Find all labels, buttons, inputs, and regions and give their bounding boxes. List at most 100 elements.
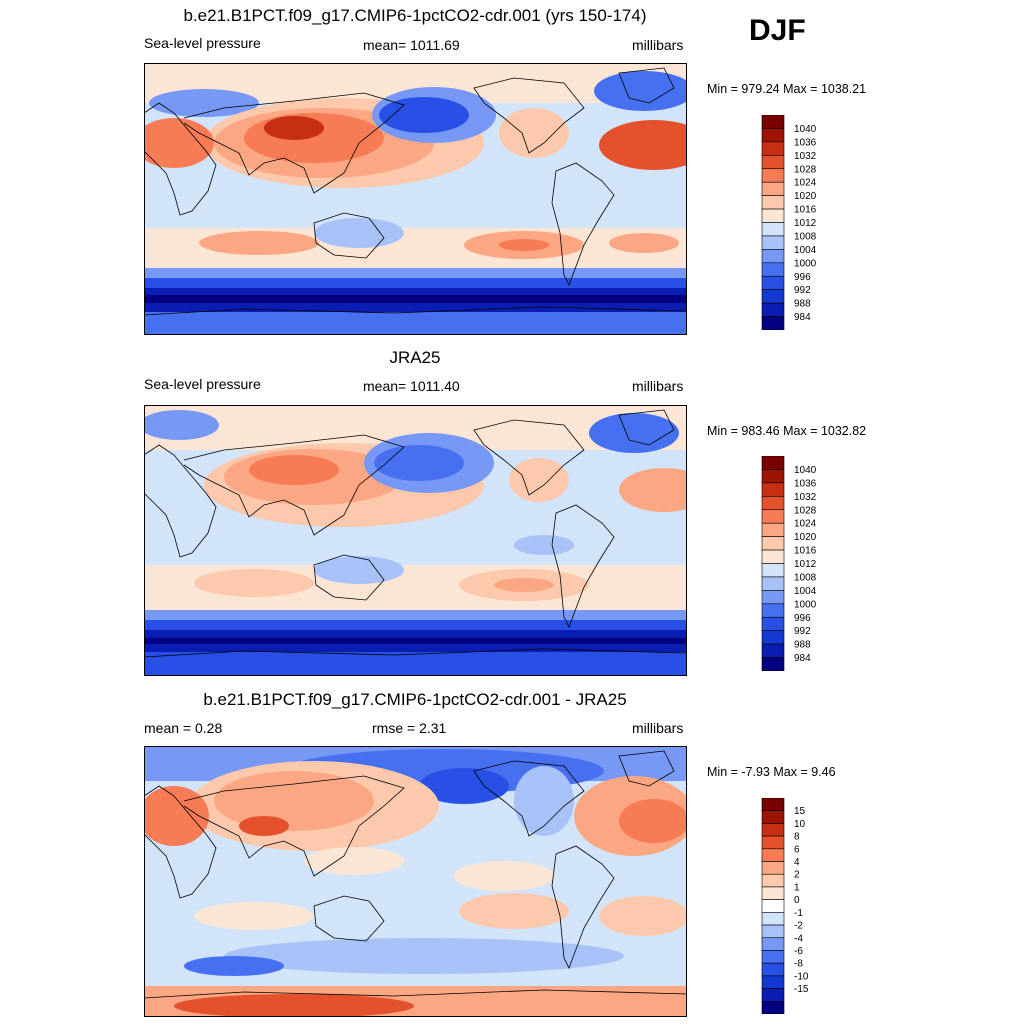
panel2-colorbar-box [761,657,785,671]
panel3-colorbar-box [761,873,785,888]
panel3-coast-namerica [473,760,585,837]
panel1-band-984 [144,295,687,303]
panel2-minmax: Min = 983.46 Max = 1032.82 [707,424,867,438]
panel2-field [144,405,687,676]
panel3-atlantic-positive-core [619,799,687,843]
panel2-coast-namerica [473,419,585,496]
panel2-indian-high [194,569,314,597]
panel3-coast-greenland [618,750,675,787]
panel1-map [144,63,687,335]
panel2-colorbar-label: 1012 [794,559,817,570]
panel3-colorbar-box [761,912,785,926]
panel1-atlantic-low-west [149,89,259,117]
panel2-colorbar-label: 992 [794,626,811,637]
panel2-coast-eurasia [183,434,405,536]
panel1-coast-samerica [551,162,615,286]
panel1-colorbar-box [761,249,785,264]
panel2-colorbar-label: 1020 [794,532,817,543]
panel1-indian-high [199,231,319,255]
panel1-colorbar: 1040 1036 1032 1028 1024 1020 1016 1012 1008 1004… [761,115,817,330]
panel1-title: b.e21.B1PCT.f09_g17.CMIP6-1pctCO2-cdr.00… [183,6,647,25]
panel2-colorbar-box [761,522,785,537]
panel2-coast-greenland [618,409,675,446]
panel3-colorbar-label: 2 [794,870,800,881]
panel3-colorbar-label: 10 [794,819,806,830]
panel1-colorbar-label: 1032 [794,151,817,162]
panel3-colorbar-label: 8 [794,832,800,843]
panel3-title: b.e21.B1PCT.f09_g17.CMIP6-1pctCO2-cdr.00… [203,690,627,709]
panel1-coast-eurasia [183,92,405,194]
panel1-colorbar-box [761,222,785,237]
panel2-colorbar-label: 996 [794,613,811,624]
panel1-colorbar-label: 1016 [794,205,817,216]
panel2-band-1000 [144,610,687,622]
panel1-colorbar-box [761,168,785,183]
panel1-colorbar-label: 1008 [794,231,817,242]
panel2-namerica-high [509,458,569,502]
panel3-coast-australia [313,895,385,942]
panel2-aleutian-low [374,445,464,481]
panel1-colorbar-box [761,208,785,223]
panel2-colorbar-box [761,603,785,618]
panel3-colorbar-box [761,975,785,989]
panel2-colorbar-label: 1024 [794,519,817,530]
panel2-colorbar-box [761,509,785,524]
panel1-coastlines [144,67,687,316]
panel1-colorbar-label: 1000 [794,258,817,269]
panel3-colorbar-box [761,848,785,862]
panel2-band-984 [144,638,687,644]
panel2-frame [144,405,687,676]
panel2-colorbar-box [761,616,785,631]
panel3-minmax: Min = -7.93 Max = 9.46 [707,765,836,779]
panel3-colorbar-box [761,950,785,964]
panel2-coastlines [144,409,687,658]
panel3-colorbar-box [761,835,785,850]
panel3-coast-africa [144,785,217,899]
panel2-colorbar-box [761,536,785,551]
panel3-colorbar-label: 0 [794,895,800,906]
panel1-colorbar-box [761,316,785,330]
panel2-colorbar-label: 1004 [794,586,817,597]
panel3-colorbar-box [761,823,785,837]
panel2-colorbar-box [761,456,785,470]
panel3-coast-eurasia [183,775,405,877]
panel1-antarctic-band [144,312,687,335]
panel3-southern-negative [224,938,624,974]
panel1-colorbar-label: 1020 [794,191,817,202]
panel2-colorbar-label: 1008 [794,572,817,583]
panel1-colorbar-box [761,155,785,170]
panel1-variable-label: Sea-level pressure [144,35,261,51]
panel1-colorbar-box [761,262,785,277]
panel3-colorbar-box [761,937,785,951]
panel3-colorbar-label: 6 [794,844,800,855]
panel1-colorbar-label: 984 [794,312,811,323]
panel2-colorbar-box [761,590,785,605]
panel1-atlantic-high [599,120,687,170]
panel3-colorbar-box [761,1000,785,1014]
panel2-units-label: millibars [632,378,684,394]
panel3-colorbar-label: -6 [794,946,803,957]
panel3-coast-samerica [551,845,615,969]
panel3-mean-label: mean = 0.28 [144,720,223,736]
panel2-coast-africa [144,444,217,558]
panel1-australia-low [314,218,404,248]
panel1-pacific-high-core [499,239,549,251]
panel3-colorbar-label: -1 [794,908,803,919]
panel3-field [144,746,687,1017]
panel2-colorbar-label: 1036 [794,478,817,489]
panel1-coast-namerica [473,77,585,154]
panel3-map [144,746,687,1017]
panel3-colorbar-label: 15 [794,806,806,817]
panel2-coast-antarctica [144,648,687,658]
panel1-coast-antarctica [144,306,687,316]
panel3-southern-negative-core [184,956,284,976]
panel2-pacific-high-core [494,578,554,592]
panel1-colorbar-box [761,115,785,129]
panel1-colorbar-label: 1036 [794,137,817,148]
panel1-coast-africa [144,102,217,216]
panel2-colorbar-label: 988 [794,640,811,651]
panel1-aleutian-low [379,97,469,133]
panel2-colorbar-box [761,630,785,645]
panel2-colorbar-label: 1028 [794,505,817,516]
